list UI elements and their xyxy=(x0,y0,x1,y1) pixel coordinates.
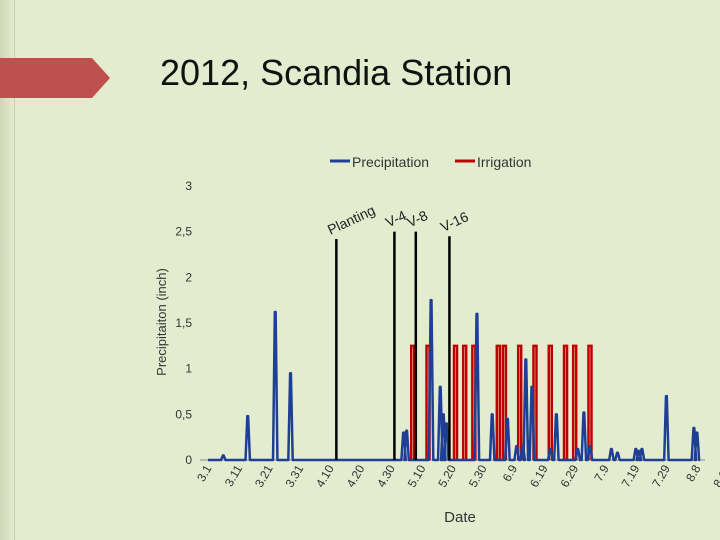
x-tick-label: 5.10 xyxy=(405,462,429,490)
irrigation-bar xyxy=(516,344,523,460)
precipitation-point xyxy=(525,358,527,361)
irrigation-bar xyxy=(452,344,459,460)
irrigation-bar xyxy=(409,344,416,460)
precipitation-point xyxy=(476,313,478,315)
y-tick-label: 0 xyxy=(185,453,192,467)
precipitation-point xyxy=(555,413,557,415)
left-decoration-line xyxy=(14,0,15,540)
precipitation-point xyxy=(638,450,640,452)
precipitation-point xyxy=(696,432,698,434)
irrigation-bar xyxy=(495,344,502,460)
precipitation-point xyxy=(583,411,585,414)
x-tick-labels: 3.1 3.11 3.21 3.31 4.10 4.20 4.30 5.10 5.20 5.30 6… xyxy=(194,462,720,490)
y-tick-label: 1 xyxy=(185,362,192,376)
precipitation-point xyxy=(522,445,524,447)
y-tick-label: 2 xyxy=(185,270,192,284)
x-tick-label: 3.1 xyxy=(194,462,215,484)
y-tick-label: 1,5 xyxy=(175,316,192,330)
x-tick-label: 8.18 xyxy=(710,462,720,490)
irrigation-bar xyxy=(562,344,569,460)
precipitation-point xyxy=(577,448,579,450)
precipitation-point xyxy=(274,311,276,313)
x-tick-label: 7.9 xyxy=(591,462,612,484)
precipitation-point xyxy=(406,430,408,432)
precipitation-point xyxy=(430,299,432,301)
y-tick-labels: 0 0,5 1 1,5 2 2,5 3 xyxy=(175,179,192,467)
precipitation-series xyxy=(208,298,701,462)
x-tick-label: 6.19 xyxy=(527,462,551,490)
y-tick-label: 2,5 xyxy=(175,225,192,239)
precipitation-point xyxy=(635,448,637,450)
legend-precipitation-label: Precipitation xyxy=(352,154,429,170)
stage-marker-label: V-8 xyxy=(404,207,430,230)
x-tick-label: 3.11 xyxy=(222,462,246,489)
legend-irrigation-label: Irrigation xyxy=(477,154,531,170)
precipitation-point xyxy=(289,372,292,374)
irrigation-bar xyxy=(587,344,593,460)
x-tick-label: 5.20 xyxy=(435,462,459,490)
precipitation-point xyxy=(442,413,444,415)
precipitation-point xyxy=(439,386,441,388)
ribbon-shape xyxy=(0,58,110,98)
precipitation-point xyxy=(491,413,493,415)
precipitation-point xyxy=(506,418,509,420)
stage-marker-label: Planting xyxy=(325,202,378,238)
precipitation-point xyxy=(531,386,533,388)
title-ribbon xyxy=(0,58,110,98)
irrigation-bar xyxy=(461,344,468,460)
y-axis-label: Precipitaiton (inch) xyxy=(154,268,169,376)
y-tick-label: 0,5 xyxy=(175,407,192,421)
precipitation-point xyxy=(616,452,619,454)
precipitation-point xyxy=(610,448,612,450)
x-tick-label: 6.9 xyxy=(500,462,521,484)
precipitation-point xyxy=(589,445,591,447)
irrigation-bar xyxy=(547,344,554,460)
x-tick-label: 4.20 xyxy=(344,462,368,490)
x-tick-label: 3.31 xyxy=(282,462,306,490)
x-axis-label: Date xyxy=(444,509,476,526)
stage-marker-label: V-16 xyxy=(438,208,471,235)
precipitation-point xyxy=(445,422,447,425)
precipitation-point xyxy=(641,448,643,450)
y-tick-label: 3 xyxy=(185,179,192,193)
irrigation-bar xyxy=(501,344,508,460)
precipitation-point xyxy=(516,445,518,447)
x-tick-label: 5.30 xyxy=(466,462,490,490)
precipitation-line xyxy=(208,298,701,462)
precipitation-point xyxy=(222,454,224,457)
precipitation-point xyxy=(247,415,249,417)
page-title: 2012, Scandia Station xyxy=(160,52,513,93)
x-tick-label: 6.29 xyxy=(558,462,582,490)
x-tick-label: 7.19 xyxy=(619,462,643,490)
irrigation-bar xyxy=(571,344,578,460)
x-tick-label: 8.8 xyxy=(683,462,704,484)
precipitation-point xyxy=(665,395,667,397)
precipitation-point xyxy=(693,427,695,429)
x-tick-label: 7.29 xyxy=(649,462,673,490)
x-tick-label: 4.10 xyxy=(313,462,337,490)
x-tick-label: 3.21 xyxy=(252,462,276,490)
precipitation-point xyxy=(402,432,405,434)
irrigation-series xyxy=(409,344,593,460)
chart-legend: Precipitation Irrigation xyxy=(330,154,531,170)
precipitation-point xyxy=(549,448,551,450)
growth-stage-markers: Planting V-4V-8 V-16 xyxy=(325,202,471,460)
x-tick-label: 4.30 xyxy=(374,462,398,490)
